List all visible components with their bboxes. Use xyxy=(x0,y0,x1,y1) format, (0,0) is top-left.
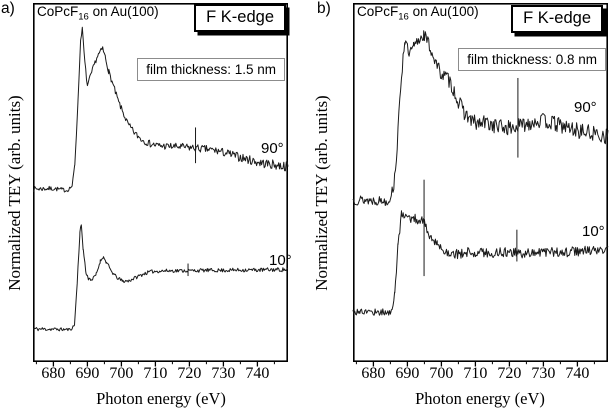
sample-label-prefix: CoPcF xyxy=(37,4,79,19)
x-axis-label-b: Photon energy (eV) xyxy=(415,389,545,408)
x-tick-label: 730 xyxy=(531,365,556,382)
sample-label-suffix: on Au(100) xyxy=(88,4,159,19)
series-label-10deg-b: 10° xyxy=(582,223,605,240)
x-tick-labels-a: 680 690 700 710 720 730 740 xyxy=(33,365,288,385)
sample-label-subscript: 16 xyxy=(78,11,89,23)
thickness-label-box-a: film thickness: 1.5 nm xyxy=(137,58,285,81)
x-tick-labels-b: 680 690 700 710 720 730 740 xyxy=(353,365,608,385)
x-tick-label: 730 xyxy=(211,365,236,382)
series-line-90° xyxy=(352,30,609,206)
spectrum-chart-b xyxy=(352,3,609,367)
x-axis-label-a: Photon energy (eV) xyxy=(96,389,226,408)
x-tick-label: 680 xyxy=(361,365,386,382)
x-tick-label: 710 xyxy=(143,365,168,382)
sample-label-a: CoPcF16 on Au(100) xyxy=(37,4,159,23)
x-tick-label: 740 xyxy=(245,365,270,382)
x-tick-label: 700 xyxy=(109,365,134,382)
series-line-10° xyxy=(352,210,609,316)
series-line-10° xyxy=(33,224,289,332)
panel-letter-b: b) xyxy=(317,0,331,17)
plot-frame xyxy=(33,3,288,362)
series-label-90deg-a: 90° xyxy=(261,140,284,157)
series-label-90deg-b: 90° xyxy=(574,99,597,116)
series-line-90° xyxy=(32,26,289,193)
thickness-label-box-b: film thickness: 0.8 nm xyxy=(458,48,606,71)
edge-label-box-a: F K-edge xyxy=(194,4,286,32)
panel-letter-a: a) xyxy=(1,0,15,17)
plot-frame xyxy=(353,3,608,362)
x-tick-label: 710 xyxy=(463,365,488,382)
x-tick-label: 720 xyxy=(177,365,202,382)
x-tick-label: 740 xyxy=(565,365,590,382)
x-tick-label: 680 xyxy=(41,365,66,382)
x-tick-label: 690 xyxy=(395,365,420,382)
plot-area-a: CoPcF16 on Au(100) F K-edge film thickne… xyxy=(32,3,292,367)
spectrum-chart-a xyxy=(32,3,289,367)
edge-label-box-b: F K-edge xyxy=(511,5,603,33)
x-tick-label: 690 xyxy=(75,365,100,382)
sample-label-b: CoPcF16 on Au(100) xyxy=(357,4,479,23)
sample-label-prefix: CoPcF xyxy=(357,4,399,19)
y-axis-label-b: Normalized TEY (arb. units) xyxy=(312,95,331,291)
sample-label-subscript: 16 xyxy=(398,11,409,23)
x-tick-label: 720 xyxy=(497,365,522,382)
plot-area-b: CoPcF16 on Au(100) F K-edge film thickne… xyxy=(352,3,609,367)
sample-label-suffix: on Au(100) xyxy=(408,4,479,19)
y-axis-label-a: Normalized TEY (arb. units) xyxy=(5,95,24,291)
x-tick-label: 700 xyxy=(429,365,454,382)
series-label-10deg-a: 10° xyxy=(269,252,292,269)
